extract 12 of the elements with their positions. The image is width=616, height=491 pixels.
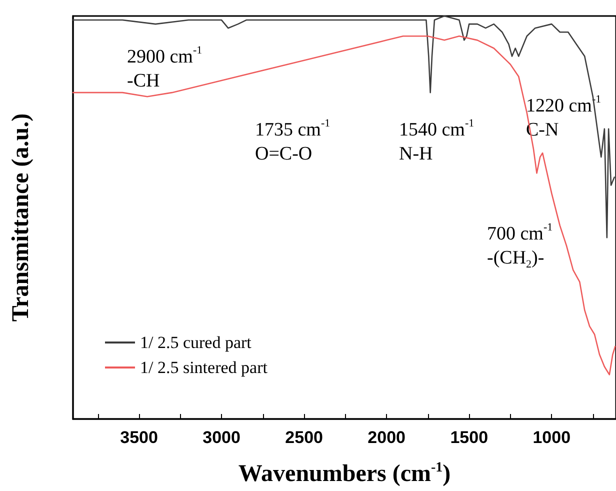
- x-tick-label: 1000: [532, 428, 571, 447]
- x-tick-label: 1500: [450, 428, 488, 447]
- y-axis-title: Transmittance (a.u.): [8, 113, 34, 322]
- annotation: -CH: [127, 70, 160, 92]
- x-tick-label: 2000: [368, 428, 406, 447]
- x-tick-label: 3500: [120, 428, 158, 447]
- legend-label: 1/ 2.5 cured part: [140, 333, 252, 352]
- annotation: N-H: [399, 144, 434, 164]
- legend-label: 1/ 2.5 sintered part: [140, 358, 268, 377]
- x-tick-label: 2500: [285, 428, 323, 447]
- annotation: O=C-O: [255, 144, 312, 164]
- x-tick-label: 3000: [202, 428, 240, 447]
